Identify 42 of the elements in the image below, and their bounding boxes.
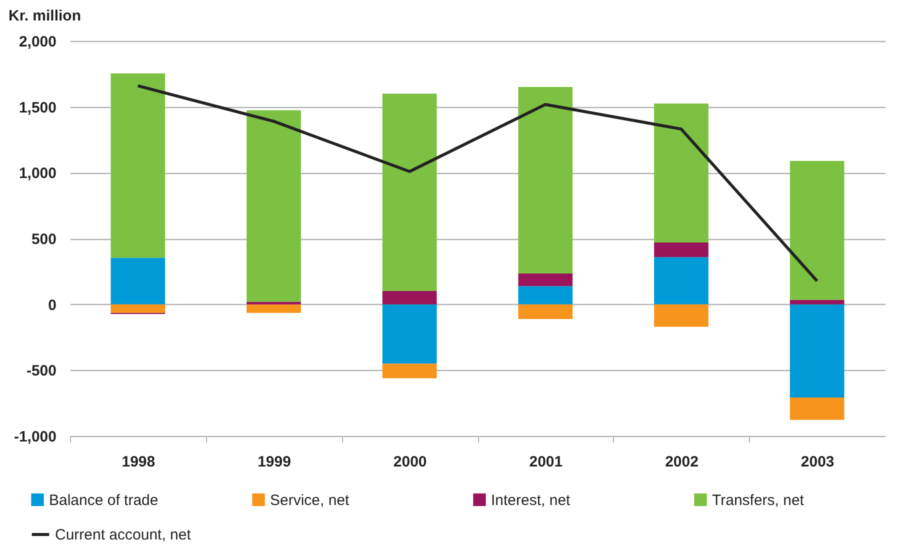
y-tick-label: -500 xyxy=(26,362,56,380)
bar xyxy=(110,73,166,258)
line-series xyxy=(136,84,819,283)
y-tick-label: -1,000 xyxy=(14,428,56,446)
bar xyxy=(654,242,708,258)
bar xyxy=(382,94,437,292)
bar xyxy=(518,274,573,286)
bar xyxy=(790,160,844,300)
bar xyxy=(518,86,573,274)
bar xyxy=(790,304,844,398)
y-tick-label: 2,000 xyxy=(18,34,56,50)
y-tick-label: 500 xyxy=(31,231,56,248)
y-tick-label: 1,000 xyxy=(18,165,56,182)
x-tick-label: 2002 xyxy=(665,454,698,470)
bar xyxy=(790,398,844,420)
y-tick-label: 1,500 xyxy=(18,99,56,116)
legend-label: Balance of trade xyxy=(49,492,158,509)
x-tick-label: 2001 xyxy=(529,454,563,470)
x-tick-label: 1999 xyxy=(258,454,291,470)
legend-label: Transfers, net xyxy=(712,492,805,509)
bar xyxy=(518,286,573,304)
legend-label: Current account, net xyxy=(55,526,192,544)
x-tick-label: 1998 xyxy=(122,454,156,470)
y-axis-title: Kr. million xyxy=(8,8,82,24)
y-tick-label: 0 xyxy=(48,296,56,314)
legend-label: Service, net xyxy=(270,492,350,509)
bar xyxy=(654,257,708,304)
bar xyxy=(382,291,437,304)
bar xyxy=(654,104,708,242)
bar xyxy=(382,364,437,378)
bar xyxy=(518,304,573,319)
x-tick-label: 2000 xyxy=(393,454,427,470)
bar xyxy=(790,300,844,304)
bar xyxy=(110,304,166,313)
bar xyxy=(246,302,301,304)
bar xyxy=(654,304,708,327)
legend-label: Interest, net xyxy=(491,492,572,509)
x-tick-label: 2003 xyxy=(800,454,834,470)
bar xyxy=(382,304,437,364)
bar xyxy=(246,304,301,313)
bar xyxy=(110,258,166,304)
bar xyxy=(246,110,301,302)
